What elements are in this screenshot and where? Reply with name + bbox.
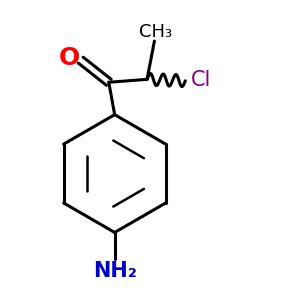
Text: O: O (59, 46, 80, 70)
Text: CH₃: CH₃ (139, 23, 172, 41)
Text: NH₂: NH₂ (93, 261, 136, 281)
Text: Cl: Cl (191, 70, 212, 90)
